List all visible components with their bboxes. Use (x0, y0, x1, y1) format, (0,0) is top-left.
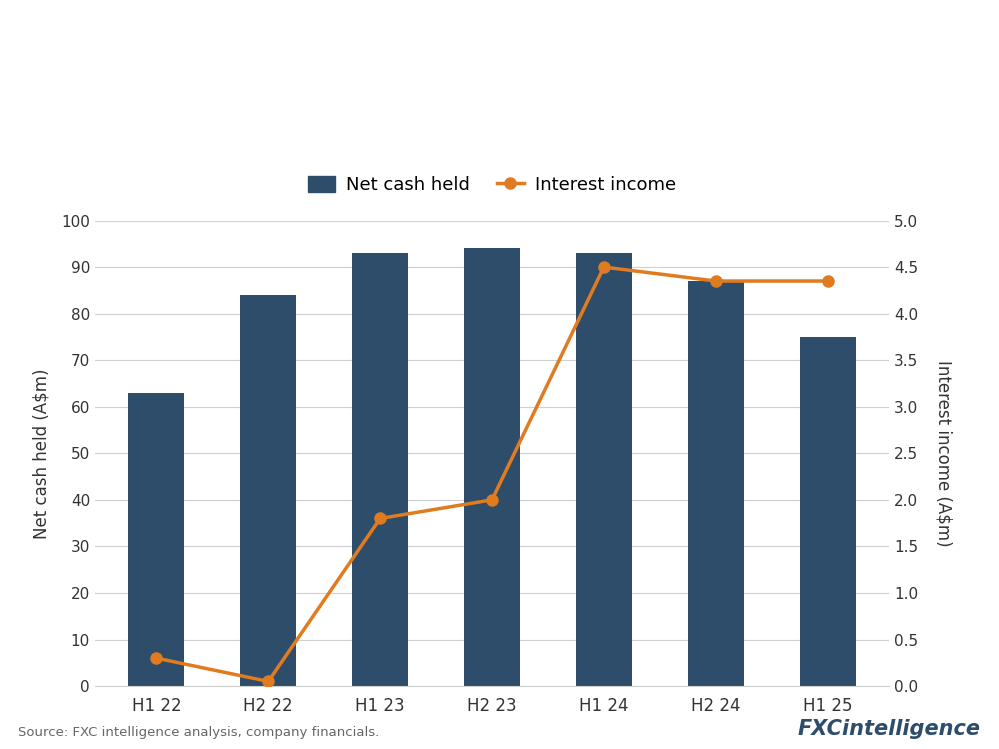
Bar (799, 337, 855, 686)
Bar (687, 281, 743, 686)
Text: OFX half-yearly net cash held and interest income, 2022-2025: OFX half-yearly net cash held and intere… (18, 84, 624, 103)
Bar (575, 253, 631, 686)
Bar (465, 249, 519, 686)
Y-axis label: Net cash held (A$m): Net cash held (A$m) (32, 368, 50, 539)
Bar (241, 295, 297, 686)
Legend: Net cash held, Interest income: Net cash held, Interest income (301, 169, 683, 201)
Bar (353, 253, 409, 686)
Y-axis label: Interest income (A$m): Interest income (A$m) (935, 360, 953, 547)
Text: OFX’s net cash held decreased by 19.5% for H1 2025: OFX’s net cash held decreased by 19.5% f… (18, 28, 848, 56)
Text: Source: FXC intelligence analysis, company financials.: Source: FXC intelligence analysis, compa… (18, 727, 380, 739)
Bar (129, 392, 185, 686)
Text: FXCintelligence: FXCintelligence (798, 719, 981, 739)
